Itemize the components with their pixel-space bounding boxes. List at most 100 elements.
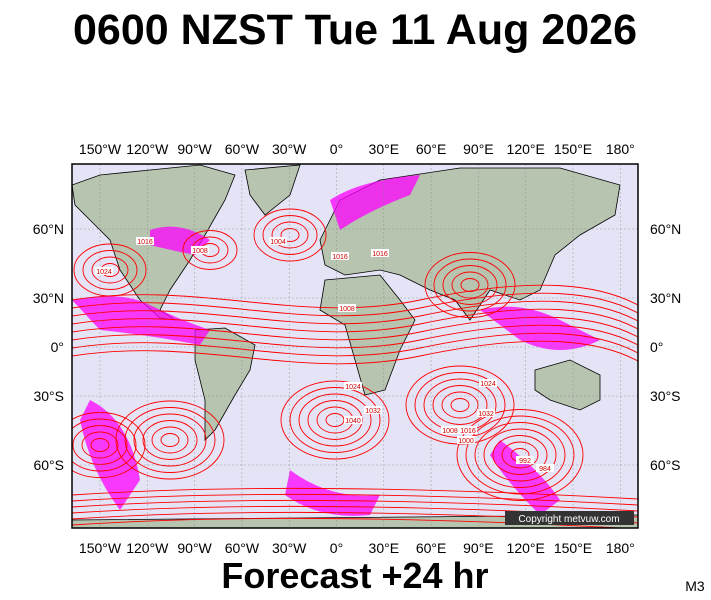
lon-label-top: 30°E	[369, 141, 400, 157]
lon-label-top: 120°E	[507, 141, 545, 157]
isobar	[160, 433, 180, 447]
lon-label-bottom: 90°W	[177, 540, 212, 556]
isobar-label-bg	[477, 409, 495, 417]
isobar	[474, 422, 566, 488]
isobar	[90, 438, 110, 452]
isobar-label: 992	[519, 458, 531, 465]
isobar	[151, 426, 189, 454]
labels: 150°W150°W120°W120°W90°W90°W60°W60°W30°W…	[33, 141, 682, 556]
isobar-label: 1008	[339, 306, 355, 313]
isobar-label-bg	[479, 379, 497, 387]
isobar	[450, 398, 470, 412]
isobar-label: 1016	[372, 251, 388, 258]
isobar-label-bg	[441, 426, 459, 434]
lon-label-bottom: 90°E	[463, 540, 494, 556]
isobar	[72, 340, 638, 365]
lat-label-right: 30°S	[650, 388, 681, 404]
isobar-label: 1004	[270, 239, 286, 246]
isobar	[433, 258, 507, 312]
isobar	[501, 441, 539, 469]
isobar	[124, 407, 216, 473]
isobar-label-bg	[364, 406, 382, 414]
lon-label-bottom: 60°E	[416, 540, 447, 556]
lon-label-bottom: 150°W	[79, 540, 122, 556]
map-area	[72, 164, 638, 528]
isobar	[182, 230, 238, 270]
isobar-label-bg	[459, 426, 477, 434]
isobar-label: 984	[539, 466, 551, 473]
isobar-label: 1032	[365, 408, 381, 415]
lat-label-left: 60°S	[33, 457, 64, 473]
isobar-label-bg	[191, 246, 209, 254]
lon-label-top: 150°E	[554, 141, 592, 157]
lon-label-bottom: 120°W	[126, 540, 169, 556]
isobar	[298, 393, 372, 447]
lat-label-right: 60°N	[650, 221, 681, 237]
isobar	[280, 228, 300, 242]
copyright-box	[505, 511, 634, 525]
lat-label-right: 60°S	[650, 457, 681, 473]
lon-label-top: 30°W	[272, 141, 307, 157]
isobar-label-bg	[516, 456, 534, 464]
isobar-label-bg	[371, 249, 389, 257]
isobar	[280, 380, 390, 460]
lon-label-bottom: 30°E	[369, 540, 400, 556]
isobar-label: 1024	[96, 269, 112, 276]
lat-label-left: 30°N	[33, 290, 64, 306]
isobar	[442, 265, 498, 305]
isobar-label: 1032	[478, 411, 494, 418]
isobar-label: 1000	[458, 438, 474, 445]
isobar-label: 1016	[460, 428, 476, 435]
isobar-label-bg	[269, 237, 287, 245]
isobar	[483, 428, 557, 482]
isobar	[456, 409, 584, 501]
lon-label-bottom: 0°	[330, 540, 343, 556]
isobar	[253, 208, 327, 262]
isobar	[492, 435, 548, 475]
title: 0600 NZST Tue 11 Aug 2026	[73, 6, 637, 54]
isobar-label: 1024	[345, 384, 361, 391]
model-label: M3	[685, 578, 705, 594]
isobar-label: 1024	[480, 381, 496, 388]
isobar	[289, 387, 381, 453]
isobar	[441, 391, 479, 419]
lon-label-bottom: 120°E	[507, 540, 545, 556]
lat-label-left: 60°N	[33, 221, 64, 237]
isobar	[72, 487, 638, 500]
isobar-label-bg	[344, 382, 362, 390]
lat-label-left: 30°S	[33, 388, 64, 404]
lon-label-top: 90°E	[463, 141, 494, 157]
isobar-label-bg	[457, 436, 475, 444]
isobar	[133, 413, 207, 467]
isobar	[72, 300, 638, 325]
lon-label-top: 120°W	[126, 141, 169, 157]
isobar	[82, 250, 138, 290]
isobar-label-bg	[95, 267, 113, 275]
isobar	[72, 332, 638, 357]
isobar-label: 1008	[442, 428, 458, 435]
isobar	[72, 316, 638, 341]
lat-label-right: 0°	[650, 339, 663, 355]
isobar-label-bg	[338, 304, 356, 312]
lat-label-left: 0°	[51, 339, 64, 355]
isobar-label-bg	[344, 416, 362, 424]
lat-label-right: 30°N	[650, 290, 681, 306]
isobar-label: 1008	[192, 248, 208, 255]
isobar-label-bg	[331, 252, 349, 260]
isobar	[424, 252, 516, 318]
graticule	[72, 164, 638, 528]
isobar-label-bg	[536, 464, 554, 472]
lon-label-top: 60°W	[225, 141, 260, 157]
isobar	[432, 385, 488, 425]
lon-label-top: 180°	[606, 141, 635, 157]
isobar	[142, 420, 198, 460]
lon-label-bottom: 180°	[606, 540, 635, 556]
isobar	[72, 284, 638, 309]
isobar	[115, 400, 225, 480]
isobar	[91, 256, 129, 284]
lon-label-top: 60°E	[416, 141, 447, 157]
forecast-label: Forecast +24 hr	[221, 555, 488, 596]
lon-label-top: 150°W	[79, 141, 122, 157]
isobar	[72, 324, 638, 349]
